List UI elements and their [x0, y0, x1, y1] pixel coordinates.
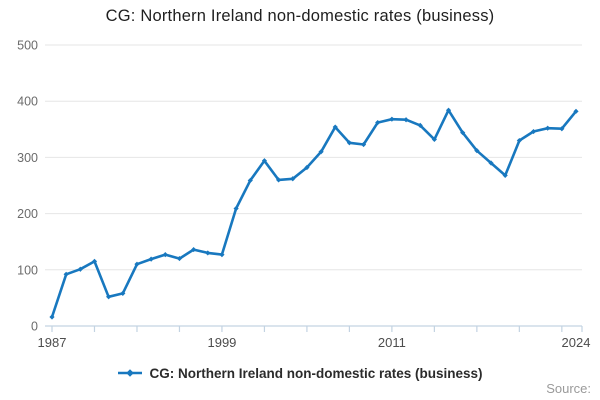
data-point[interactable] [304, 164, 310, 171]
data-point[interactable] [77, 266, 83, 272]
data-point[interactable] [106, 294, 112, 300]
x-tick-label: 1987 [38, 335, 67, 350]
legend-label[interactable]: CG: Northern Ireland non-domestic rates … [149, 365, 483, 381]
data-point[interactable] [460, 130, 466, 136]
data-point[interactable] [530, 128, 537, 135]
x-axis-labels: 1987 1999 2011 2024 [38, 335, 591, 350]
data-point[interactable] [318, 149, 324, 155]
data-point[interactable] [191, 246, 197, 253]
data-point[interactable] [516, 137, 522, 144]
data-point[interactable] [91, 258, 98, 264]
chart-title: CG: Northern Ireland non-domestic rates … [105, 7, 495, 25]
data-point[interactable] [474, 148, 480, 154]
gridlines [45, 44, 582, 327]
data-point[interactable] [205, 250, 211, 256]
data-point[interactable] [219, 252, 225, 258]
data-point[interactable] [176, 255, 183, 262]
data-point[interactable] [375, 119, 381, 126]
data-point[interactable] [559, 126, 565, 132]
y-tick-label: 100 [17, 263, 38, 277]
series-group[interactable] [49, 107, 579, 320]
y-tick-label: 400 [17, 95, 38, 109]
data-point[interactable] [233, 205, 239, 212]
x-tick-label: 1999 [207, 335, 236, 350]
data-point[interactable] [275, 177, 282, 183]
data-point[interactable] [389, 116, 395, 122]
data-point[interactable] [290, 176, 296, 182]
data-point[interactable] [49, 314, 55, 320]
data-point[interactable] [247, 177, 253, 184]
data-point[interactable] [63, 271, 69, 277]
x-tick-label: 2011 [378, 335, 406, 350]
data-point[interactable] [502, 172, 508, 178]
data-point[interactable] [162, 252, 168, 258]
data-point[interactable] [573, 108, 579, 114]
y-tick-label: 0 [31, 320, 38, 334]
data-point[interactable] [445, 107, 452, 113]
data-point[interactable] [346, 140, 353, 146]
data-point[interactable] [332, 124, 338, 130]
data-point[interactable] [403, 117, 409, 123]
series-line[interactable] [50, 108, 578, 319]
data-point[interactable] [360, 141, 367, 148]
data-point[interactable] [261, 158, 268, 164]
data-point[interactable] [431, 136, 437, 143]
data-point[interactable] [134, 261, 140, 267]
data-point[interactable] [545, 125, 551, 131]
y-tick-label: 500 [17, 39, 38, 53]
legend: CG: Northern Ireland non-domestic rates … [0, 363, 600, 383]
x-axis [45, 325, 583, 332]
data-point[interactable] [120, 290, 126, 297]
y-tick-label: 300 [17, 151, 38, 165]
y-tick-label: 200 [17, 207, 38, 221]
legend-marker-icon[interactable] [117, 367, 143, 379]
data-point[interactable] [488, 160, 494, 166]
x-tick-label: 2024 [562, 335, 591, 350]
data-point[interactable] [148, 256, 154, 262]
y-axis-labels: 0 100 200 300 400 500 [17, 39, 38, 334]
source-label: Source: [546, 381, 591, 396]
chart-plot-area: 0 100 200 300 400 500 1987 1999 2011 2024 [17, 39, 591, 351]
data-point[interactable] [417, 122, 423, 128]
